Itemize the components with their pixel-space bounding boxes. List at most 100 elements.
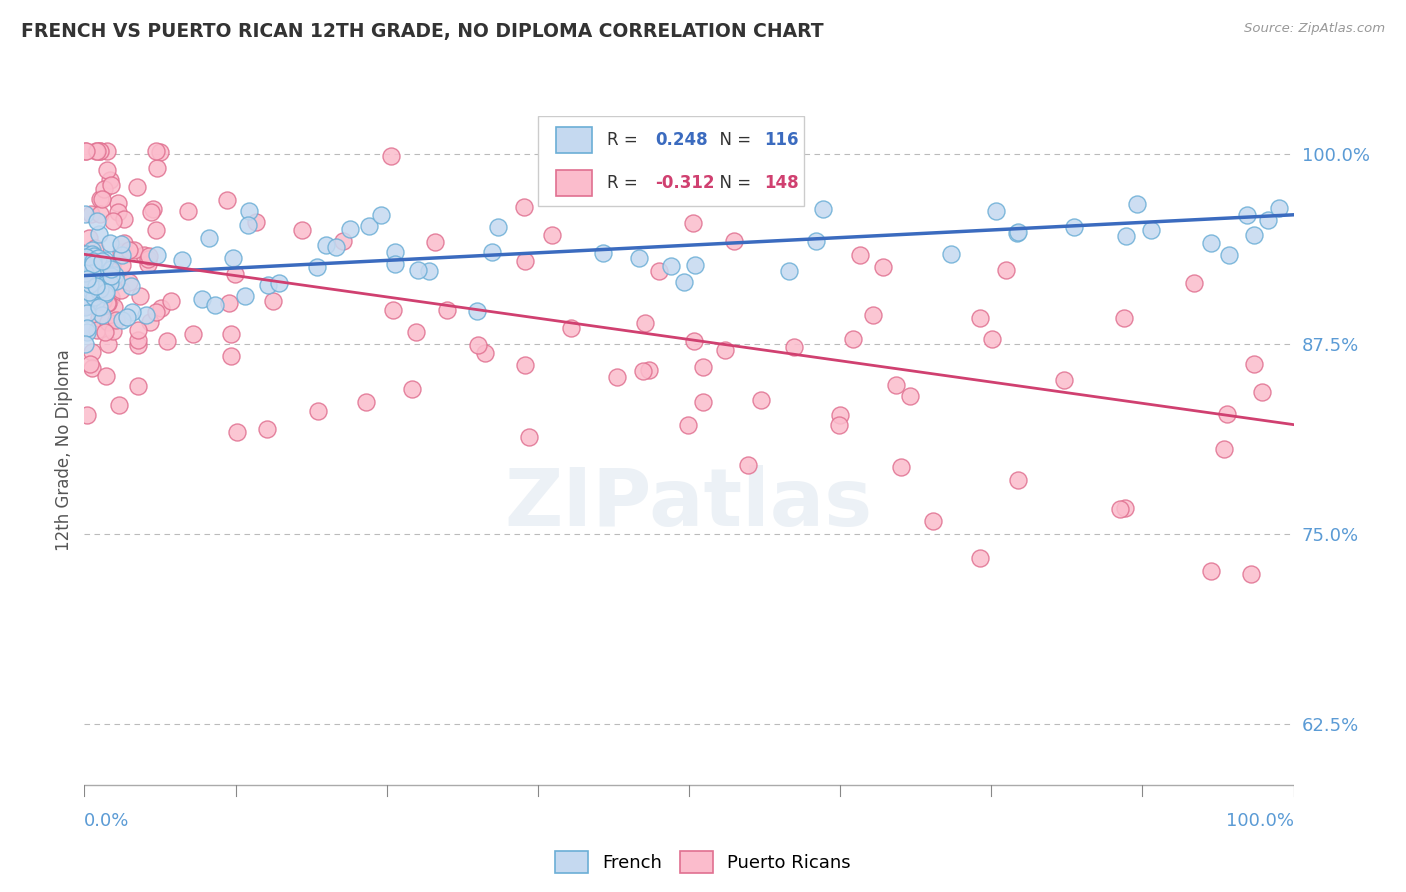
Point — [315, 237, 337, 252]
Point — [262, 294, 284, 309]
Point — [481, 245, 503, 260]
Text: R =: R = — [607, 174, 643, 192]
Point — [101, 259, 124, 273]
Point — [93, 182, 115, 196]
Point — [75, 250, 97, 264]
Point — [82, 277, 104, 291]
Point — [94, 285, 117, 300]
Text: 100.0%: 100.0% — [1226, 812, 1294, 830]
Point — [1115, 228, 1137, 243]
Point — [969, 310, 991, 325]
Point — [83, 249, 105, 263]
Point — [73, 337, 96, 351]
Point — [145, 161, 167, 175]
Point — [86, 258, 108, 272]
Point — [886, 377, 908, 392]
Point — [91, 254, 114, 268]
Point — [77, 231, 100, 245]
Point — [384, 245, 406, 260]
Point — [98, 173, 121, 187]
Point — [84, 293, 107, 308]
Point — [105, 273, 128, 287]
Point — [73, 144, 96, 158]
Point — [631, 363, 654, 377]
Point — [628, 251, 651, 265]
Point — [969, 551, 991, 566]
Point — [145, 223, 167, 237]
Point — [1182, 277, 1205, 291]
Point — [354, 394, 377, 409]
Point — [103, 325, 125, 339]
Point — [91, 268, 114, 282]
Point — [1112, 310, 1135, 325]
Point — [659, 259, 682, 273]
Point — [76, 306, 98, 320]
Point — [127, 333, 149, 347]
Point — [513, 200, 536, 214]
Point — [862, 308, 884, 322]
Point — [941, 247, 963, 261]
Point — [159, 294, 181, 309]
Point — [90, 308, 112, 322]
Point — [1005, 226, 1028, 240]
Point — [181, 327, 204, 342]
Point — [145, 304, 167, 318]
Point — [83, 264, 105, 278]
Point — [89, 144, 111, 158]
Point — [79, 277, 101, 291]
Point — [1126, 197, 1149, 211]
Point — [513, 254, 536, 268]
Bar — [555, 170, 592, 196]
Point — [111, 248, 134, 262]
Point — [86, 144, 108, 158]
Point — [408, 262, 430, 277]
Point — [142, 202, 165, 216]
Point — [190, 292, 212, 306]
Point — [86, 323, 108, 337]
Point — [86, 214, 108, 228]
Point — [647, 169, 669, 183]
Point — [233, 289, 256, 303]
Point — [136, 252, 159, 267]
Point — [804, 234, 827, 248]
Point — [77, 281, 100, 295]
Point — [89, 301, 111, 315]
Point — [129, 289, 152, 303]
Point — [127, 338, 149, 352]
Point — [1007, 225, 1029, 239]
Point — [98, 276, 121, 290]
Point — [97, 296, 120, 310]
Text: -0.312: -0.312 — [655, 174, 714, 192]
Point — [107, 205, 129, 219]
Point — [269, 276, 291, 290]
Point — [82, 247, 104, 261]
Point — [1240, 566, 1263, 581]
Point — [467, 338, 489, 352]
Point — [245, 214, 267, 228]
Point — [811, 202, 834, 216]
Point — [381, 302, 404, 317]
Text: R =: R = — [607, 131, 643, 149]
Point — [96, 271, 118, 285]
Point — [94, 287, 117, 301]
Point — [86, 259, 108, 273]
Point — [436, 302, 458, 317]
Y-axis label: 12th Grade, No Diploma: 12th Grade, No Diploma — [55, 350, 73, 551]
Text: 0.0%: 0.0% — [84, 812, 129, 830]
Point — [692, 359, 714, 374]
Point — [96, 163, 118, 178]
Point — [76, 325, 98, 339]
Point — [83, 290, 105, 304]
Point — [141, 205, 163, 219]
Point — [94, 277, 117, 291]
Point — [672, 275, 695, 289]
Point — [89, 259, 111, 273]
Point — [91, 293, 114, 308]
Point — [75, 300, 97, 314]
Point — [676, 418, 699, 433]
Point — [714, 343, 737, 358]
Point — [236, 219, 259, 233]
Point — [76, 285, 98, 299]
Point — [120, 279, 142, 293]
Point — [256, 278, 278, 293]
